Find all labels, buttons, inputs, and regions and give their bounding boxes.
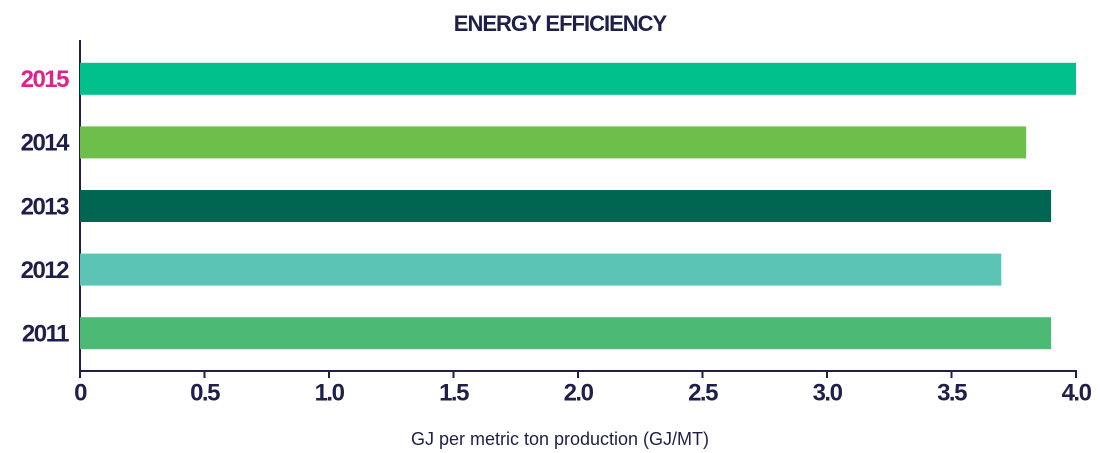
bar <box>80 253 1002 286</box>
x-tick-label: 1.0 <box>315 379 345 406</box>
x-tick-label: 2.0 <box>564 379 594 406</box>
bar <box>80 317 1052 350</box>
x-tick-label: 0.5 <box>190 379 220 406</box>
y-tick-label: 2013 <box>21 193 70 220</box>
x-axis-title: GJ per metric ton production (GJ/MT) <box>411 429 709 449</box>
y-tick-label: 2012 <box>21 257 70 284</box>
x-tick-label: 0 <box>74 379 87 406</box>
x-tick-label: 3.0 <box>813 379 843 406</box>
y-tick-label: 2011 <box>22 321 69 348</box>
x-tick-label: 2.5 <box>688 379 718 406</box>
y-tick-label: 2014 <box>21 130 71 157</box>
bar <box>80 190 1052 222</box>
bar <box>80 126 1027 159</box>
bar <box>80 62 1076 95</box>
x-tick-label: 3.5 <box>937 379 967 406</box>
x-tick-label: 4.0 <box>1062 379 1092 406</box>
x-tick-label: 1.5 <box>439 379 469 406</box>
chart-title: ENERGY EFFICIENCY <box>454 11 668 36</box>
y-tick-label: 2015 <box>21 66 70 93</box>
